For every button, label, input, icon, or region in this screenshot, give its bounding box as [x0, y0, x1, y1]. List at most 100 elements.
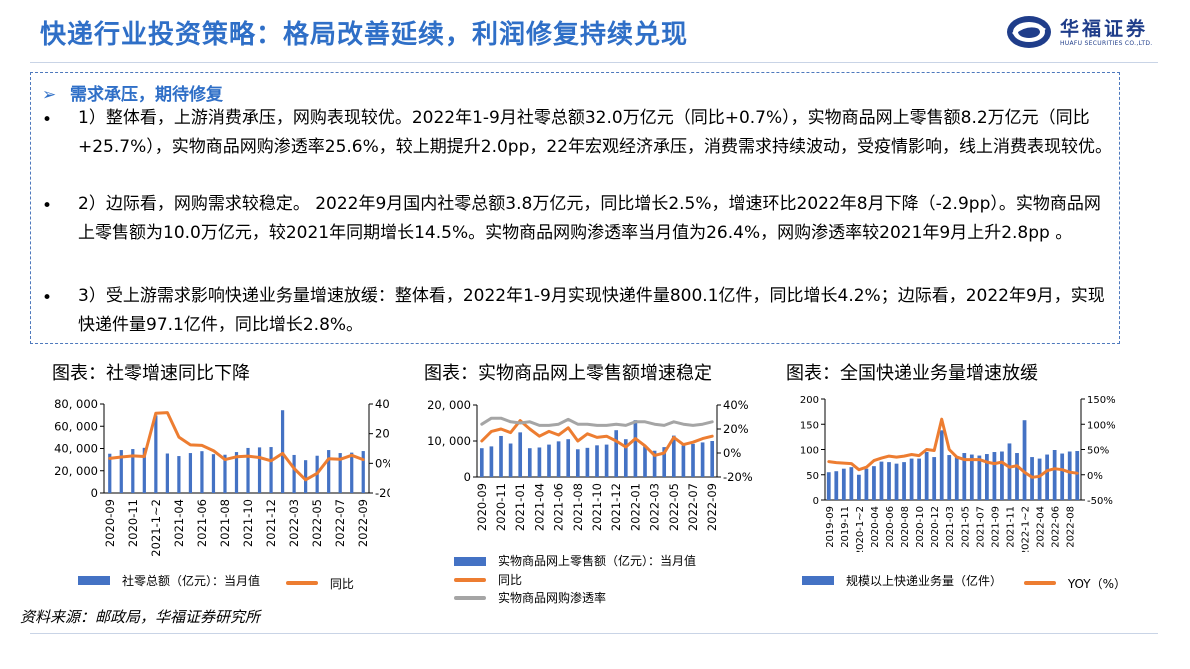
bar	[872, 466, 876, 500]
y-tick-label-right: 150%	[1087, 395, 1116, 406]
x-tick-label: 2022-07	[333, 499, 347, 547]
bar	[614, 430, 619, 477]
legend-label: 实物商品网上零售额（亿元）：当月值	[498, 554, 697, 568]
x-tick-label: 2022-03	[648, 483, 662, 531]
bar	[662, 447, 667, 477]
x-tick-label: 2021-08	[218, 499, 232, 547]
bar	[200, 451, 204, 493]
series-line	[480, 416, 714, 427]
x-tick-label: 2022-09	[705, 483, 719, 531]
x-tick-label: 2021-01	[513, 483, 527, 531]
bar	[499, 435, 503, 477]
x-tick-label: 2022-06	[1051, 506, 1062, 548]
bar	[177, 456, 181, 493]
company-logo: 华福证券 HUAFU SECURITIES CO.,LTD.	[1004, 12, 1154, 54]
x-tick-label: 2021-04	[172, 499, 186, 547]
bar	[909, 458, 914, 500]
x-tick-label: 2020-09	[475, 483, 489, 531]
bar	[585, 447, 590, 477]
y-tick-label-left: 60, 000	[54, 419, 98, 433]
x-tick-label: 2022-04	[1036, 506, 1047, 548]
arrow-bullet-icon: ➢	[42, 85, 57, 105]
bar	[479, 448, 484, 477]
series-line	[108, 411, 365, 482]
chart-1-legend: 社零总额（亿元）：当月值 同比	[78, 572, 354, 592]
bar	[841, 468, 846, 500]
chart-2-title: 图表：实物商品网上零售额增速稳定	[424, 363, 712, 384]
bar	[849, 467, 854, 500]
source-note: 资料来源：邮政局，华福证券研究所	[20, 608, 261, 626]
bar	[234, 452, 239, 493]
bar	[962, 453, 967, 500]
bullet-icon: •	[42, 110, 53, 130]
x-tick-label: 2021-04	[532, 483, 546, 531]
y-tick-label-right: 40%	[375, 397, 390, 411]
bar	[1067, 451, 1072, 500]
y-tick-label-left: 200	[800, 395, 819, 406]
bar	[1045, 454, 1049, 500]
bar	[1060, 453, 1065, 500]
y-tick-label-right: 20%	[723, 422, 749, 436]
x-tick-label: 2020-11	[494, 483, 508, 531]
bar	[826, 472, 831, 500]
chart-retail-sales: 0 20, 000 40, 000 60, 000 80, 000 -20% 0% 20% 40…	[54, 397, 390, 557]
title-divider	[30, 62, 1158, 63]
y-tick-label-left: 0	[91, 486, 98, 500]
y-tick-label-right: -20%	[723, 470, 753, 484]
bar	[857, 474, 861, 500]
bar	[1075, 451, 1080, 500]
legend-bar-swatch	[454, 556, 486, 566]
bar	[537, 447, 542, 477]
x-tick-label: 2021-12	[609, 483, 623, 531]
bar	[518, 432, 523, 477]
x-tick-label: 2021-05	[960, 506, 971, 548]
bar	[1015, 453, 1019, 500]
x-tick-label: 2021-08	[571, 483, 585, 531]
legend-line-swatch	[285, 581, 318, 585]
bar	[977, 455, 982, 500]
bar	[566, 439, 571, 477]
bar	[691, 443, 695, 477]
y-tick-label-right: 0%	[1087, 471, 1103, 482]
bar	[108, 453, 112, 493]
page-title: 快递行业投资策略：格局改善延续，利润修复持续兑现	[40, 20, 689, 50]
bar	[1052, 450, 1057, 500]
summary-heading-text: 需求承压，期待修复	[70, 85, 223, 105]
legend-line-swatch	[454, 595, 486, 600]
x-tick-label: 2022-05	[310, 499, 324, 547]
x-tick-label: 2019-09	[825, 506, 836, 548]
bar	[924, 452, 929, 500]
bar	[633, 420, 638, 477]
summary-paragraph-3: 3）受上游需求影响快递业务量增速放缓：整体看，2022年1-9月实现快递件量80…	[78, 286, 1105, 335]
bar	[894, 463, 899, 500]
bar	[643, 446, 647, 477]
x-tick-label: 2021-06	[552, 483, 566, 531]
bar	[932, 457, 937, 500]
bar	[556, 441, 561, 477]
bar	[119, 450, 123, 493]
y-tick-label-left: 20, 000	[54, 464, 98, 478]
bar	[1022, 420, 1027, 500]
bar	[257, 447, 262, 493]
bar	[350, 452, 354, 493]
bar	[652, 450, 657, 477]
legend-label: 社零总额（亿元）：当月值	[122, 574, 261, 588]
series-line	[827, 417, 1079, 479]
chart-3-legend: 规模以上快递业务量（亿件） YOY（%）	[802, 572, 1126, 592]
summary-paragraph-2: 2）边际看，网购需求较稳定。 2022年9月国内社零总额3.8万亿元，同比增长2…	[78, 194, 1101, 243]
legend-line-swatch	[1023, 581, 1056, 585]
y-tick-label-left: 10, 000	[427, 434, 471, 448]
x-tick-label: 2020-10	[915, 506, 926, 548]
x-tick-label: 2020-04	[870, 506, 881, 548]
logo-name-cn: 华福证券	[1060, 18, 1149, 40]
bar	[154, 415, 158, 493]
bar	[304, 460, 308, 493]
bar	[292, 454, 296, 493]
bar	[527, 448, 532, 477]
x-tick-label: 2021-10	[590, 483, 604, 531]
legend-label: 同比	[329, 576, 354, 591]
bar	[211, 454, 216, 493]
x-tick-label: 2021-07	[975, 506, 986, 548]
bullet-icon: •	[42, 288, 53, 308]
y-tick-label-right: -50%	[1087, 496, 1113, 507]
